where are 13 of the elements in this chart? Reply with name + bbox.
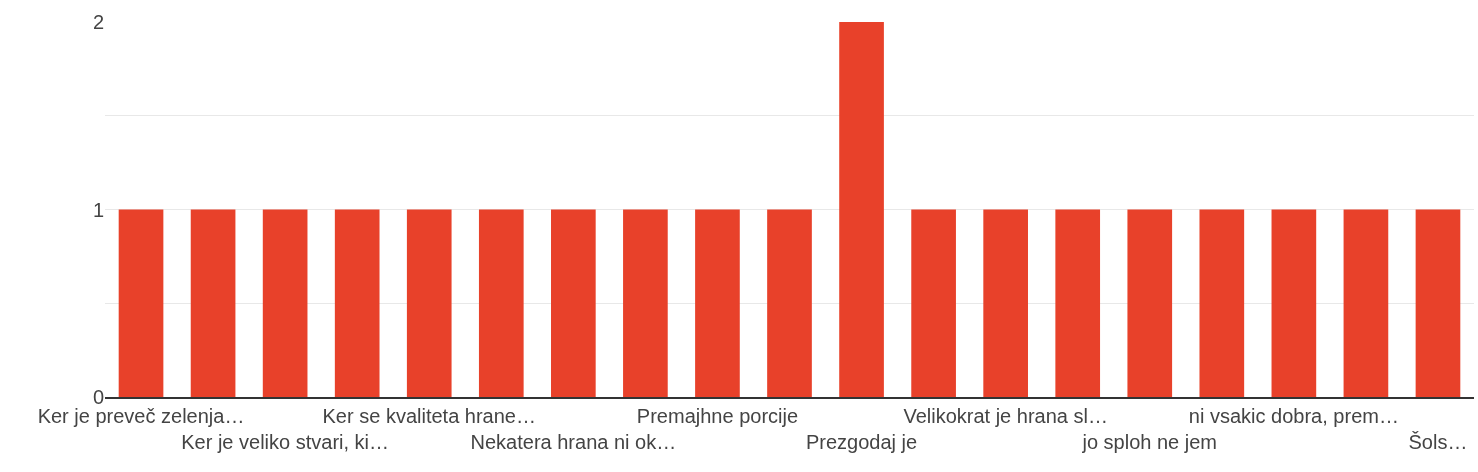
y-tick-label: 2: [92, 11, 104, 33]
y-tick-label: 0: [92, 386, 104, 408]
x-tick-label: ni vsakic dobra, prem…: [1188, 405, 1399, 427]
x-tick-label: Premajhne porcije: [636, 405, 799, 427]
x-tick-label: Nekatera hrana ni ok…: [470, 431, 677, 453]
x-tick-label: Ker je preveč zelenja…: [37, 405, 245, 427]
x-tick-label: Ker se kvaliteta hrane…: [322, 405, 536, 427]
x-tick-label: Šols…: [1408, 431, 1468, 453]
x-tick-label: jo sploh ne jem: [1081, 431, 1218, 453]
x-tick-label: Ker je veliko stvari, ki…: [181, 431, 390, 453]
y-tick-label: 1: [92, 198, 104, 221]
x-tick-label: Velikokrat je hrana sl…: [903, 405, 1108, 427]
x-tick-label: Prezgodaj je: [805, 431, 918, 453]
